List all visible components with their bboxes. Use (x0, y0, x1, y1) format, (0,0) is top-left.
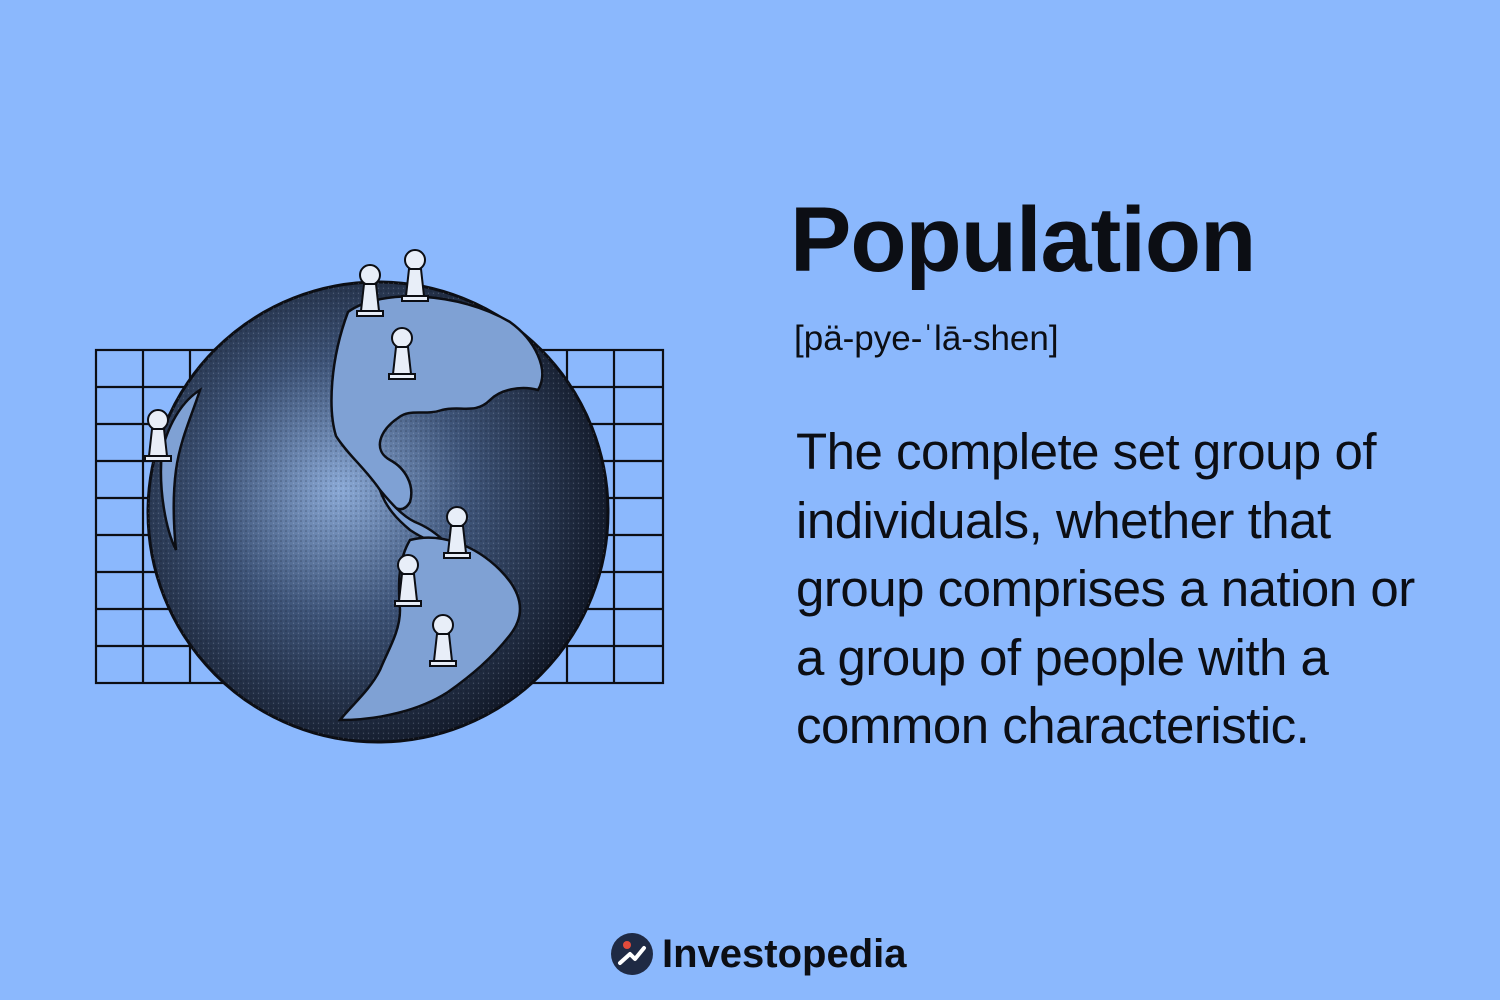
pawn-pieces (144, 249, 471, 667)
term-title: Population (790, 189, 1256, 291)
brand-logo[interactable]: Investopedia (610, 932, 907, 976)
globe-with-pawns-icon (94, 249, 665, 744)
continents (159, 295, 544, 722)
investopedia-logo-icon (611, 933, 653, 975)
term-pronunciation: [pä-pye-ˈlā-shen] (794, 319, 1059, 358)
brand-name: Investopedia (662, 932, 907, 976)
term-definition: The complete set group of individuals, w… (796, 423, 1415, 754)
globe-illustration (80, 240, 680, 760)
